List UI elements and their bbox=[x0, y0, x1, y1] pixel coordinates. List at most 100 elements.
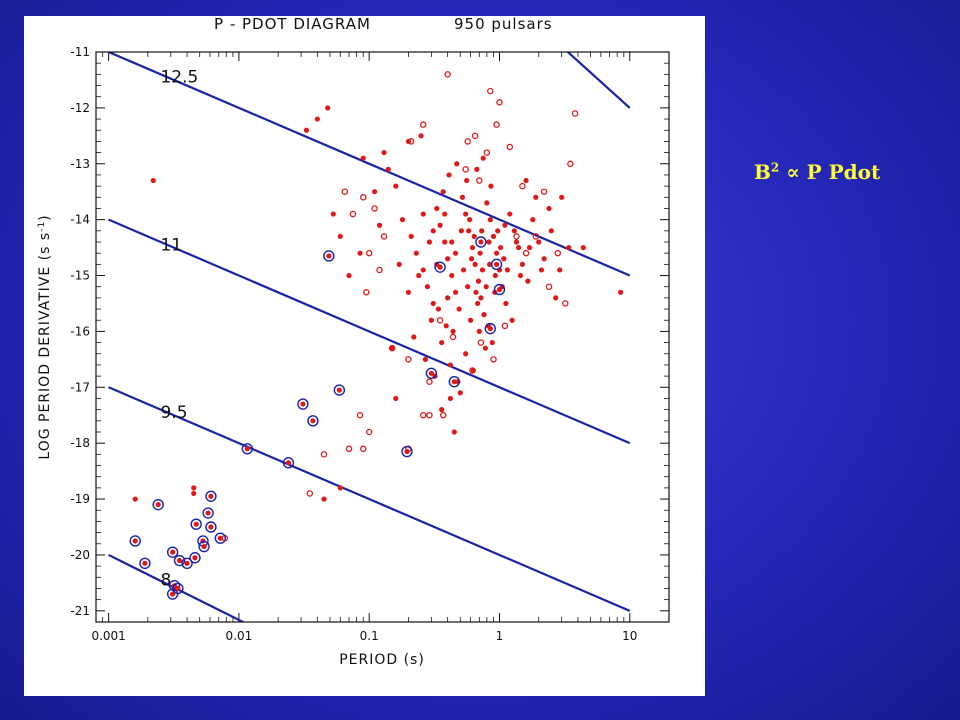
y-axis-title-main: LOG PERIOD DERIVATIVE (s s bbox=[37, 232, 53, 460]
pulsar-point-filled bbox=[442, 211, 448, 217]
pulsar-point-open bbox=[349, 210, 357, 218]
binary-ring bbox=[173, 554, 186, 567]
pulsar-point-filled bbox=[456, 306, 462, 312]
pulsar-point-binary bbox=[478, 239, 484, 245]
pulsar-point-filled bbox=[454, 161, 460, 167]
pulsar-point-filled bbox=[541, 256, 547, 262]
pulsar-point-binary bbox=[142, 560, 148, 566]
binary-ring bbox=[333, 384, 346, 396]
pulsar-point-filled bbox=[459, 194, 466, 200]
pulsar-point-open bbox=[345, 445, 353, 453]
pulsar-point-filled bbox=[132, 496, 138, 502]
y-axis-title: LOG PERIOD DERIVATIVE (s s-1) bbox=[37, 214, 53, 459]
pulsar-points bbox=[129, 71, 624, 600]
binary-ring bbox=[490, 258, 503, 271]
binary-ring bbox=[189, 552, 201, 564]
pulsar-point-open bbox=[439, 411, 447, 419]
pulsar-point-filled bbox=[484, 200, 490, 206]
y-tick-label: -11 bbox=[70, 45, 90, 59]
pulsar-point-filled bbox=[467, 217, 473, 223]
binary-ring bbox=[323, 250, 335, 262]
pulsar-point-filled bbox=[357, 250, 363, 256]
pulsar-point-filled bbox=[553, 295, 559, 301]
pulsar-point-filled bbox=[476, 328, 482, 335]
pulsar-point-open bbox=[444, 71, 451, 78]
pulsar-point-binary bbox=[496, 286, 503, 293]
magnetic-field-equation: B2 ∝ P Pdot bbox=[754, 160, 880, 184]
pulsar-point-filled bbox=[490, 233, 497, 240]
pulsar-point-open bbox=[405, 356, 412, 363]
pulsar-point-filled bbox=[445, 295, 451, 301]
pulsar-point-filled bbox=[511, 228, 517, 234]
pulsar-point-filled bbox=[559, 194, 565, 200]
axis-ticks: 0.001 0.01 0.1 1 10 -11 -12 -13 -14 -15 -16 -17 -18 -… bbox=[70, 45, 670, 643]
pulsar-point-binary bbox=[201, 543, 207, 550]
pulsar-point-filled bbox=[482, 345, 489, 351]
pulsar-point-binary bbox=[428, 370, 434, 376]
pulsar-point-filled bbox=[191, 485, 197, 491]
pulsar-point-open bbox=[376, 266, 383, 274]
pulsar-point-binary bbox=[217, 535, 223, 541]
y-tick-label: -20 bbox=[70, 548, 90, 562]
pulsar-point-filled bbox=[446, 172, 452, 178]
pulsar-point-filled bbox=[465, 284, 471, 290]
pulsar-point-binary bbox=[310, 418, 316, 424]
pulsar-point-filled bbox=[420, 211, 426, 217]
pulsar-point-filled bbox=[337, 485, 343, 491]
binary-ring bbox=[129, 535, 141, 547]
pulsar-point-filled bbox=[538, 267, 545, 273]
pulsar-point-filled bbox=[477, 250, 483, 256]
y-tick-label: -16 bbox=[70, 324, 90, 338]
pulsar-point-filled bbox=[452, 289, 459, 295]
pulsar-point-open bbox=[306, 490, 314, 497]
pulsar-point-filled bbox=[475, 278, 482, 284]
pulsar-point-open bbox=[519, 182, 526, 190]
field-line bbox=[108, 553, 246, 622]
binary-ring bbox=[181, 557, 193, 570]
pulsar-point-open bbox=[320, 451, 328, 458]
binary-ring bbox=[190, 518, 202, 530]
pulsar-point-filled bbox=[346, 272, 352, 279]
pulsar-point-filled bbox=[321, 496, 327, 502]
pulsar-point-filled bbox=[513, 239, 520, 245]
pulsar-point-open bbox=[496, 99, 503, 106]
pulsar-point-binary bbox=[192, 555, 198, 561]
pulsar-point-filled bbox=[325, 105, 331, 111]
pulsar-point-filled bbox=[437, 222, 443, 228]
pulsar-point-filled bbox=[450, 328, 456, 335]
pulsar-point-binary bbox=[170, 549, 176, 555]
y-tick-label: -17 bbox=[70, 380, 90, 394]
pulsar-point-open bbox=[522, 249, 530, 257]
pulsar-point-filled bbox=[458, 228, 464, 234]
chart-title-left: P - PDOT DIAGRAM bbox=[214, 16, 371, 33]
pulsar-point-filled bbox=[495, 228, 501, 234]
binary-ring bbox=[484, 322, 496, 335]
pulsar-point-filled bbox=[430, 300, 436, 307]
pulsar-point-filled bbox=[314, 116, 320, 122]
pulsar-point-open bbox=[501, 322, 509, 330]
pulsar-point-open bbox=[571, 110, 579, 117]
pulsar-point-binary bbox=[205, 510, 211, 516]
pulsar-point-open bbox=[476, 177, 483, 184]
pulsar-point-filled bbox=[460, 267, 467, 273]
x-tick-label: 10 bbox=[622, 629, 637, 643]
pulsar-point-open bbox=[471, 132, 479, 140]
pulsar-point-open bbox=[363, 289, 370, 296]
pulsar-point-filled bbox=[463, 351, 469, 357]
pulsar-point-binary bbox=[184, 560, 190, 566]
x-axis-title: PERIOD (s) bbox=[339, 652, 425, 668]
binary-ring bbox=[198, 540, 210, 553]
pulsar-point-filled bbox=[504, 267, 510, 273]
pulsar-point-filled bbox=[533, 194, 539, 200]
pulsar-point-filled bbox=[557, 267, 563, 273]
y-tick-label: -13 bbox=[70, 157, 90, 171]
pulsar-point-open bbox=[490, 356, 497, 363]
pulsar-point-filled bbox=[474, 166, 480, 172]
pulsar-point-binary bbox=[155, 502, 161, 508]
binary-ring bbox=[448, 376, 461, 388]
binary-ring bbox=[241, 443, 254, 455]
pulsar-point-binary bbox=[336, 387, 342, 393]
pulsar-point-binary bbox=[404, 448, 410, 455]
pulsar-point-open bbox=[462, 166, 469, 173]
pulsar-point-filled bbox=[420, 267, 426, 273]
